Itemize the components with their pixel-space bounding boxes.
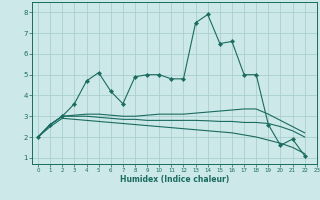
X-axis label: Humidex (Indice chaleur): Humidex (Indice chaleur) bbox=[120, 175, 229, 184]
